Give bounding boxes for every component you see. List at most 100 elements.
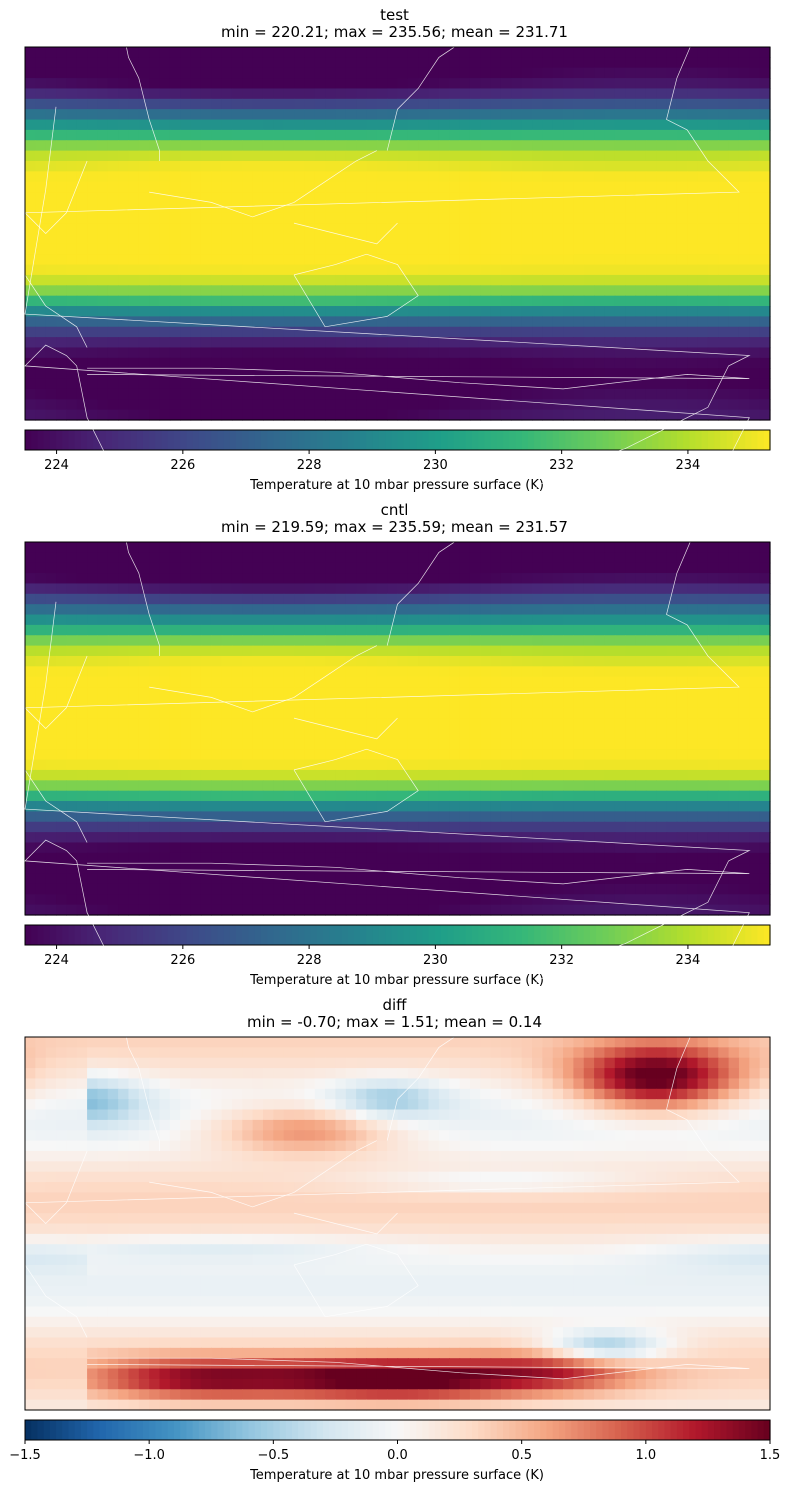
cntl-cell: [138, 842, 150, 854]
cntl-cell: [149, 687, 161, 699]
cntl-cell: [97, 759, 109, 771]
test-cell: [542, 274, 554, 286]
test-cell: [356, 78, 368, 90]
test-cell: [656, 140, 668, 152]
test-colorbar-segment: [323, 430, 330, 450]
test-cell: [563, 316, 575, 328]
test-cell: [325, 160, 337, 172]
cntl-cell: [221, 666, 233, 678]
cntl-cell: [45, 666, 57, 678]
cntl-cell: [438, 790, 450, 802]
test-cell: [107, 326, 119, 338]
test-cell: [407, 264, 419, 276]
cntl-cell: [231, 697, 243, 709]
cntl-cell: [107, 676, 119, 688]
cntl-cell: [625, 573, 637, 585]
test-cell: [718, 181, 730, 193]
test-cell: [45, 347, 57, 359]
test-cell: [469, 202, 481, 214]
cntl-cell: [500, 738, 512, 750]
test-cell: [511, 223, 523, 235]
test-cell: [532, 119, 543, 131]
test-cell: [521, 119, 533, 131]
test-cell: [107, 409, 119, 421]
test-cell: [438, 254, 450, 266]
cntl-cell: [273, 852, 285, 864]
cntl-cell: [666, 676, 678, 688]
cntl-cell: [738, 759, 750, 771]
test-cell: [459, 409, 471, 421]
cntl-cell: [687, 832, 699, 844]
cntl-cell: [200, 842, 212, 854]
cntl-cell: [87, 801, 99, 812]
test-cell: [262, 57, 274, 69]
cntl-cell: [749, 655, 761, 667]
test-cell: [418, 399, 430, 411]
test-cell: [366, 409, 378, 421]
cntl-cell: [521, 645, 533, 657]
test-colorbar-segment: [757, 430, 765, 450]
cntl-cell: [35, 738, 47, 750]
cntl-cell: [252, 769, 264, 781]
cntl-cell: [283, 573, 295, 585]
cntl-cell: [283, 852, 295, 864]
cntl-cell: [676, 583, 688, 595]
test-cell: [459, 264, 471, 276]
cntl-cell: [428, 790, 440, 802]
cntl-cell: [325, 676, 337, 688]
cntl-cell: [304, 697, 316, 709]
test-cell: [583, 243, 595, 255]
test-cell: [211, 150, 223, 162]
cntl-cell: [418, 728, 430, 740]
test-cell: [325, 243, 337, 255]
cntl-cell: [687, 635, 699, 647]
cntl-cell: [273, 562, 285, 574]
test-cell: [118, 140, 130, 152]
test-cell: [283, 57, 295, 69]
test-colorbar-segment: [714, 430, 721, 450]
cntl-cell: [542, 832, 554, 844]
test-cell: [687, 295, 699, 307]
test-cell: [128, 88, 140, 100]
test-cell: [35, 378, 47, 390]
test-cell: [200, 388, 212, 400]
cntl-cell: [645, 635, 657, 647]
cntl-cell: [645, 542, 657, 553]
test-cell: [490, 378, 502, 390]
cntl-cell: [366, 552, 378, 564]
test-cell: [87, 399, 99, 411]
cntl-cell: [697, 852, 709, 864]
test-cell: [97, 181, 109, 193]
test-cell: [107, 160, 119, 172]
test-cell: [283, 109, 295, 121]
test-cell: [542, 171, 554, 183]
test-cell: [169, 254, 181, 266]
test-cell: [138, 347, 150, 359]
cntl-cell: [76, 738, 88, 750]
cntl-cell: [738, 645, 750, 657]
cntl-cell: [159, 552, 171, 564]
cntl-cell: [707, 635, 719, 647]
cntl-cell: [573, 593, 585, 605]
cntl-cell: [169, 842, 181, 854]
test-cell: [273, 129, 285, 141]
cntl-cell: [438, 769, 450, 781]
test-colorbar-segment: [37, 430, 45, 450]
cntl-cell: [666, 624, 678, 636]
cntl-cell: [532, 852, 543, 864]
cntl-cell: [407, 604, 419, 616]
test-cell: [335, 264, 347, 276]
cntl-cell: [273, 718, 285, 730]
cntl-cell: [418, 821, 430, 833]
test-cell: [397, 47, 409, 58]
test-cell: [687, 202, 699, 214]
test-cell: [118, 274, 130, 286]
cntl-cell: [438, 614, 450, 626]
test-cell: [366, 368, 378, 380]
test-cell: [635, 129, 647, 141]
test-cell: [221, 67, 233, 79]
cntl-cell: [304, 624, 316, 636]
cntl-cell: [645, 593, 657, 605]
cntl-cell: [200, 769, 212, 781]
test-cell: [418, 368, 430, 380]
